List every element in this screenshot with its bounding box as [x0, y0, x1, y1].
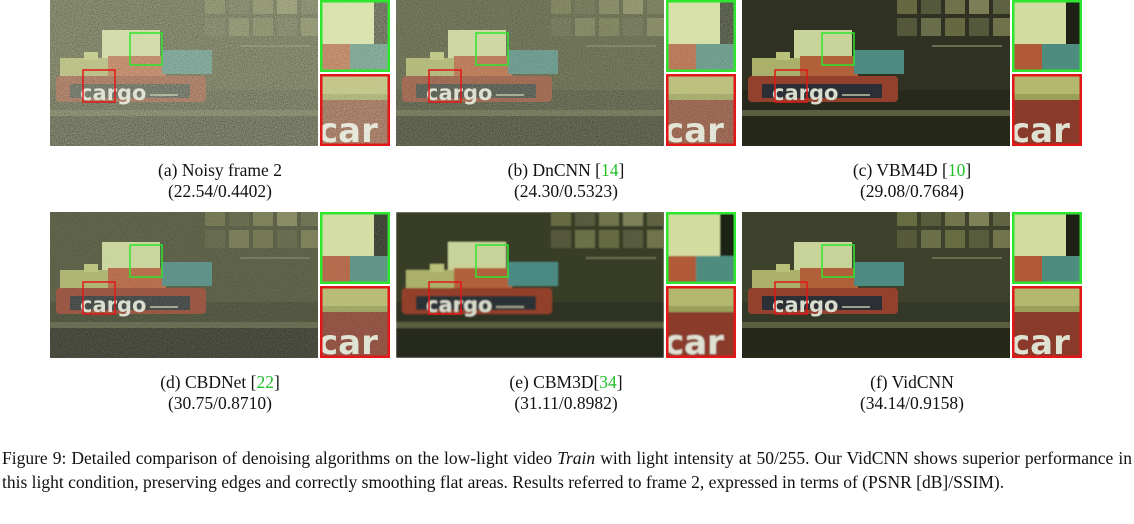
- frame-image: cargo: [396, 212, 664, 358]
- panel-b: cargo car: [396, 0, 736, 146]
- svg-text:cargo: cargo: [426, 293, 492, 317]
- svg-text:car: car: [666, 323, 724, 358]
- panel-c: cargo car: [742, 0, 1082, 146]
- zoom-crop-green: [1012, 0, 1082, 72]
- caption-f: (f) VidCNN (34.14/0.9158): [742, 372, 1082, 414]
- frame-image: cargo: [742, 0, 1010, 146]
- caption-f-metrics: (34.14/0.9158): [859, 393, 965, 413]
- panel-a: cargo car: [50, 0, 390, 146]
- zoom-crop-green: [1012, 212, 1082, 284]
- figure-caption: Figure 9: Detailed comparison of denoisi…: [2, 448, 1132, 492]
- caption-a-label: (a) Noisy frame 2: [158, 160, 282, 180]
- svg-text:car: car: [320, 323, 378, 358]
- caption-c: (c) VBM4D [10] (29.08/0.7684): [742, 160, 1082, 202]
- zoom-crop-red: car: [666, 286, 736, 358]
- citation-link[interactable]: 22: [256, 372, 274, 392]
- frame-image: cargo: [396, 0, 664, 146]
- citation-link[interactable]: 34: [599, 372, 617, 392]
- caption-d-metrics: (30.75/0.8710): [167, 393, 273, 413]
- caption-a-metrics: (22.54/0.4402): [167, 181, 273, 201]
- panel-d: cargo car: [50, 212, 390, 358]
- zoom-crop-green: [666, 0, 736, 72]
- caption-e: (e) CBM3D[34] (31.11/0.8982): [396, 372, 736, 414]
- caption-e-label: (e) CBM3D[34]: [509, 372, 623, 392]
- caption-c-metrics: (29.08/0.7684): [859, 181, 965, 201]
- caption-c-label: (c) VBM4D [10]: [852, 160, 972, 180]
- caption-b-metrics: (24.30/0.5323): [513, 181, 619, 201]
- svg-text:cargo: cargo: [772, 81, 838, 105]
- svg-text:cargo: cargo: [80, 81, 146, 105]
- caption-a: (a) Noisy frame 2 (22.54/0.4402): [50, 160, 390, 202]
- svg-text:cargo: cargo: [426, 81, 492, 105]
- zoom-crop-red: car: [1012, 286, 1082, 358]
- zoom-crop-red: car: [666, 74, 736, 146]
- citation-link[interactable]: 10: [947, 160, 966, 180]
- svg-text:car: car: [320, 111, 378, 146]
- svg-text:car: car: [1012, 111, 1070, 146]
- zoom-crop-red: car: [320, 286, 390, 358]
- caption-d: (d) CBDNet [22] (30.75/0.8710): [50, 372, 390, 414]
- svg-text:cargo: cargo: [80, 293, 146, 317]
- svg-text:cargo: cargo: [772, 293, 838, 317]
- zoom-crop-green: [666, 212, 736, 284]
- caption-f-label: (f) VidCNN: [870, 372, 954, 392]
- svg-text:car: car: [666, 111, 724, 146]
- caption-b-label: (b) DnCNN [14]: [507, 160, 625, 180]
- zoom-crop-green: [320, 212, 390, 284]
- frame-image: cargo: [742, 212, 1010, 358]
- caption-e-metrics: (31.11/0.8982): [514, 393, 618, 413]
- zoom-crop-green: [320, 0, 390, 72]
- frame-image: cargo: [50, 212, 318, 358]
- caption-d-label: (d) CBDNet [22]: [160, 372, 280, 392]
- zoom-crop-red: car: [320, 74, 390, 146]
- caption-b: (b) DnCNN [14] (24.30/0.5323): [396, 160, 736, 202]
- zoom-crop-red: car: [1012, 74, 1082, 146]
- panel-e: cargo car: [396, 212, 736, 358]
- svg-text:car: car: [1012, 323, 1070, 358]
- panel-f: cargo car: [742, 212, 1082, 358]
- citation-link[interactable]: 14: [601, 160, 619, 180]
- frame-image: cargo: [50, 0, 318, 146]
